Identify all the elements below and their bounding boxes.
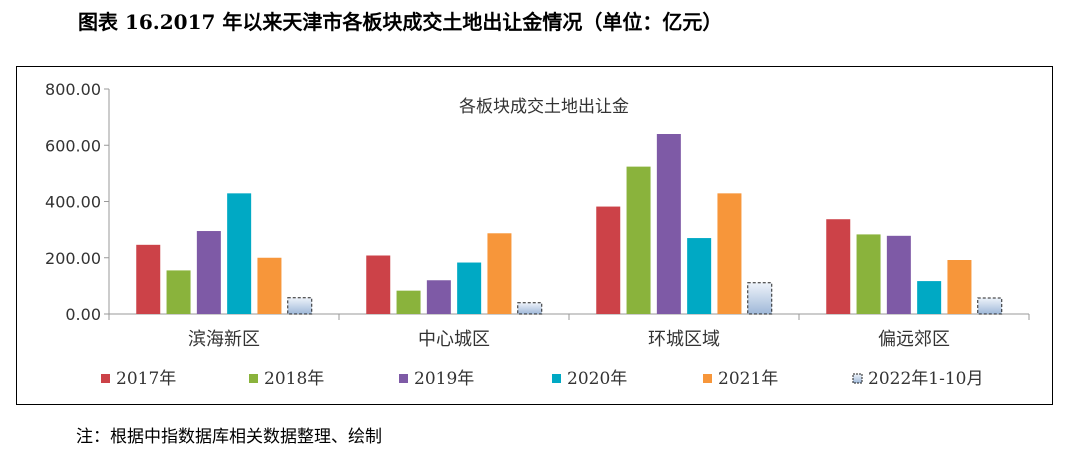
source-note: 注：根据中指数据库相关数据整理、绘制: [76, 427, 382, 447]
bar: [257, 257, 282, 314]
legend-swatch: [703, 374, 712, 383]
bar: [626, 166, 651, 314]
legend-swatch: [249, 374, 258, 383]
legend-swatch: [101, 374, 110, 383]
y-tick-label: 200.00: [45, 249, 101, 268]
y-tick-label: 800.00: [45, 80, 101, 99]
legend-label: 2018年: [264, 369, 324, 389]
bar: [517, 302, 543, 315]
bar: [227, 193, 252, 314]
legend-label: 2022年1-10月: [868, 369, 983, 389]
chart-title: 各板块成交土地出让金: [459, 97, 629, 117]
x-category-label: 环城区域: [648, 329, 720, 350]
x-category-label: 中心城区: [418, 329, 490, 350]
bar: [426, 280, 451, 314]
legend-swatch: [399, 374, 408, 383]
bar: [687, 238, 712, 314]
legend-label: 2017年: [116, 369, 176, 389]
bar: [886, 235, 911, 314]
bar: [747, 282, 773, 315]
bar: [856, 234, 881, 314]
x-category-label: 偏远郊区: [878, 329, 950, 350]
legend-swatch: [852, 373, 863, 384]
bar: [977, 297, 1003, 315]
bar: [826, 219, 851, 314]
bar: [717, 193, 742, 314]
y-tick-label: 400.00: [45, 193, 101, 212]
legend-label: 2019年: [414, 369, 474, 389]
legend-label: 2020年: [567, 369, 627, 389]
figure-title: 图表 16.2017 年以来天津市各板块成交土地出让金情况（单位：亿元）: [78, 10, 723, 34]
legend-swatch: [552, 374, 561, 383]
y-tick-label: 0.00: [65, 305, 101, 324]
bar: [917, 281, 942, 314]
bar: [396, 290, 421, 314]
y-tick-label: 600.00: [45, 136, 101, 155]
bar: [166, 270, 191, 314]
bar: [136, 244, 161, 314]
bar: [287, 297, 313, 315]
bar-chart: 各板块成交土地出让金 0.00 200.00 400.00 600.00 800.00 滨海…: [45, 80, 1030, 389]
bar: [196, 231, 221, 314]
bar: [656, 134, 681, 314]
chart-frame: 各板块成交土地出让金 0.00 200.00 400.00 600.00 800.00 滨海…: [16, 66, 1053, 405]
x-category-label: 滨海新区: [188, 329, 260, 350]
bar: [487, 233, 512, 314]
bar: [366, 255, 391, 314]
bar: [596, 206, 621, 314]
bar: [947, 260, 972, 314]
bar: [457, 262, 482, 314]
legend-label: 2021年: [718, 369, 778, 389]
